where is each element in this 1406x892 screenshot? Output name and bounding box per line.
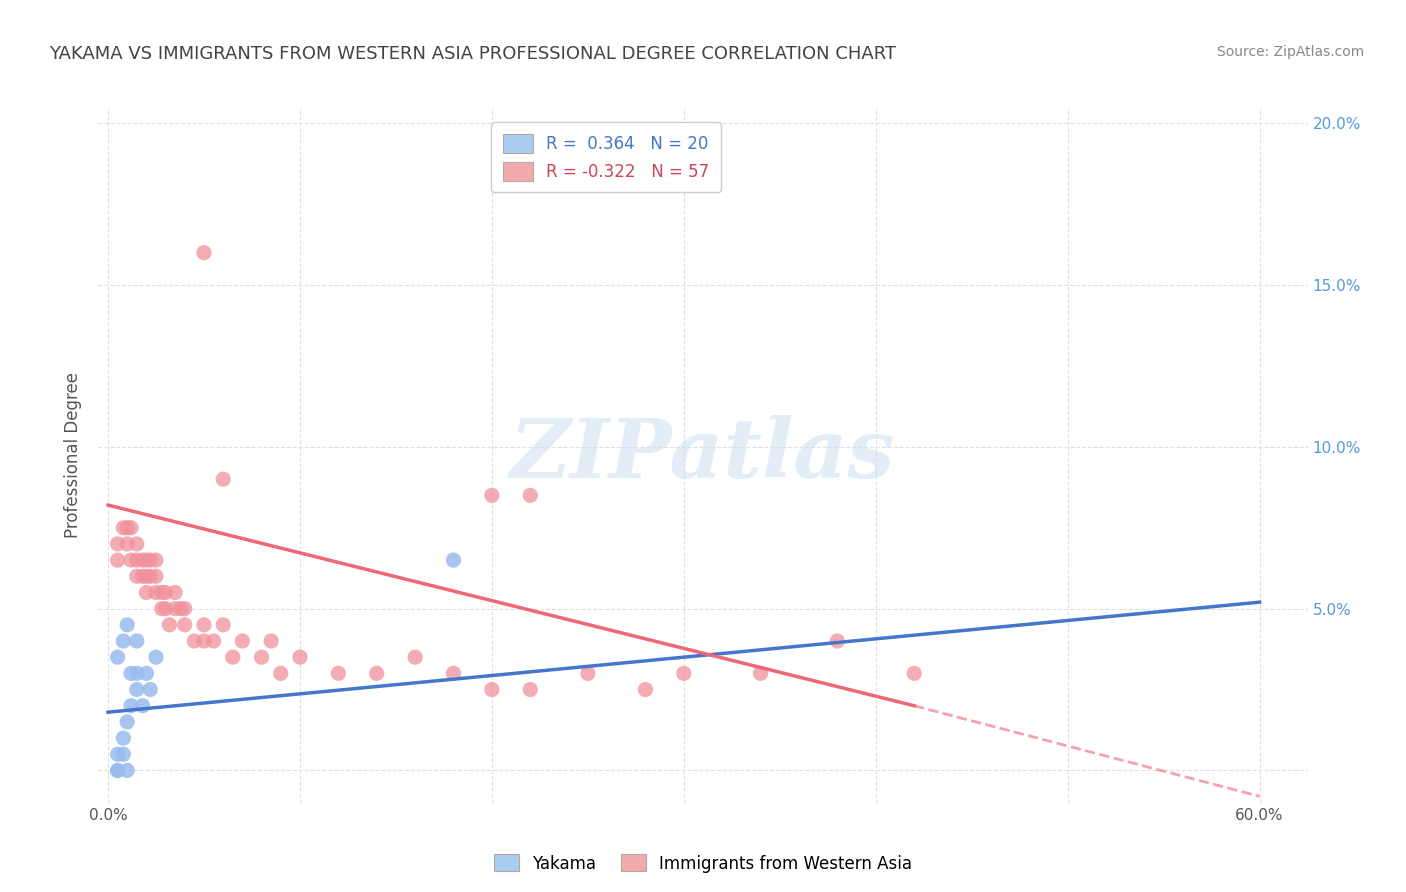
Point [150,585,173,599]
Point [231,634,253,648]
Point [135,666,157,681]
Point [212,472,235,486]
Point [145,553,167,567]
Point [165,585,187,599]
Point [404,650,426,665]
Point [481,488,503,502]
Point [193,634,215,648]
Point [159,617,181,632]
Point [576,666,599,681]
Point [193,245,215,260]
Point [145,585,167,599]
Point [125,666,148,681]
Point [107,764,129,778]
Point [145,650,167,665]
Point [120,521,142,535]
Point [107,553,129,567]
Point [107,650,129,665]
Point [125,634,148,648]
Point [173,617,195,632]
Point [120,553,142,567]
Point [125,553,148,567]
Point [634,682,657,697]
Point [170,601,193,615]
Point [903,666,925,681]
Point [183,634,205,648]
Point [150,601,173,615]
Text: Source: ZipAtlas.com: Source: ZipAtlas.com [1216,45,1364,59]
Point [115,764,138,778]
Text: ZIPatlas: ZIPatlas [510,415,896,495]
Point [288,650,311,665]
Point [135,553,157,567]
Point [519,682,541,697]
Point [120,666,142,681]
Point [270,666,292,681]
Point [125,537,148,551]
Point [145,569,167,583]
Point [107,764,129,778]
Point [125,569,148,583]
Point [250,650,273,665]
Point [481,682,503,697]
Legend: R =  0.364   N = 20, R = -0.322   N = 57: R = 0.364 N = 20, R = -0.322 N = 57 [491,122,721,193]
Point [115,714,138,729]
Point [443,553,465,567]
Point [135,585,157,599]
Point [135,569,157,583]
Point [131,553,153,567]
Point [112,521,135,535]
Point [173,601,195,615]
Point [139,553,162,567]
Point [202,634,225,648]
Point [115,617,138,632]
Point [112,747,135,762]
Point [519,488,541,502]
Point [139,569,162,583]
Text: YAKAMA VS IMMIGRANTS FROM WESTERN ASIA PROFESSIONAL DEGREE CORRELATION CHART: YAKAMA VS IMMIGRANTS FROM WESTERN ASIA P… [49,45,897,62]
Legend: Yakama, Immigrants from Western Asia: Yakama, Immigrants from Western Asia [486,847,920,880]
Point [131,569,153,583]
Point [115,521,138,535]
Point [672,666,695,681]
Point [107,537,129,551]
Point [120,698,142,713]
Point [443,666,465,681]
Point [165,601,187,615]
Point [112,731,135,745]
Point [155,585,177,599]
Y-axis label: Professional Degree: Professional Degree [65,372,83,538]
Point [139,682,162,697]
Point [260,634,283,648]
Point [749,666,772,681]
Point [131,698,153,713]
Point [827,634,849,648]
Point [222,650,245,665]
Point [212,617,235,632]
Point [107,747,129,762]
Point [115,537,138,551]
Point [366,666,388,681]
Point [328,666,350,681]
Point [193,617,215,632]
Point [112,634,135,648]
Point [155,601,177,615]
Point [125,682,148,697]
